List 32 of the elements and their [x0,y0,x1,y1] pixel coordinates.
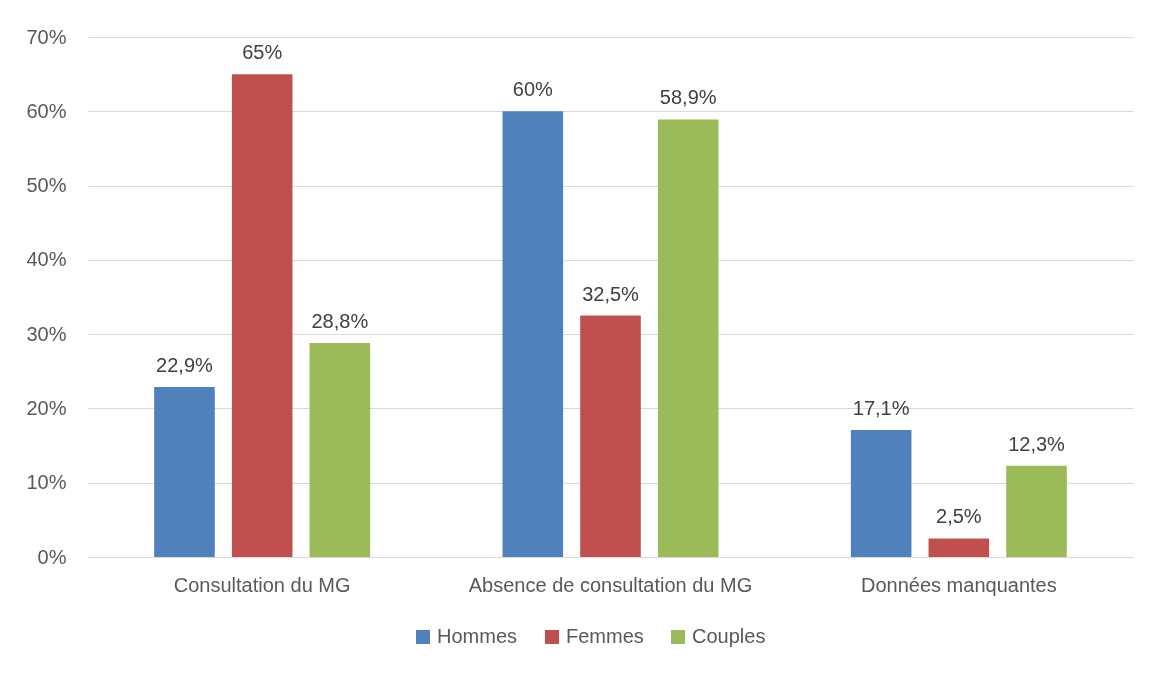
data-label: 58,9% [659,86,717,109]
legend-label: Hommes [437,625,518,647]
y-tick-label: 20% [26,396,67,419]
bar [309,343,371,557]
bar [154,386,215,557]
y-tick-label: 60% [26,99,67,122]
data-label: 22,9% [156,353,214,376]
data-label: 60% [512,78,554,101]
x-tick-label: Consultation du MG [173,573,351,596]
data-label: 32,5% [582,282,640,305]
bar [1006,465,1067,557]
bar [580,315,641,557]
data-label: 17,1% [852,396,910,419]
y-tick-label: 30% [26,322,67,345]
bar [850,429,912,557]
data-label: 28,8% [311,310,369,333]
y-tick-label: 50% [26,174,67,197]
legend-label: Couples [692,625,766,647]
y-tick-label: 0% [37,545,67,568]
data-label: 12,3% [1008,432,1066,455]
y-tick-label: 40% [26,248,67,271]
bar [657,119,719,557]
bar [502,111,564,557]
x-tick-label: Absence de consultation du MG [468,573,753,596]
bar [928,538,990,557]
x-tick-label: Données manquantes [860,573,1057,596]
bar [231,74,293,557]
data-label: 65% [242,41,283,64]
y-tick-label: 10% [26,471,67,494]
legend-label: Femmes [566,625,644,647]
data-label: 2,5% [936,505,982,528]
y-tick-label: 70% [26,25,67,48]
